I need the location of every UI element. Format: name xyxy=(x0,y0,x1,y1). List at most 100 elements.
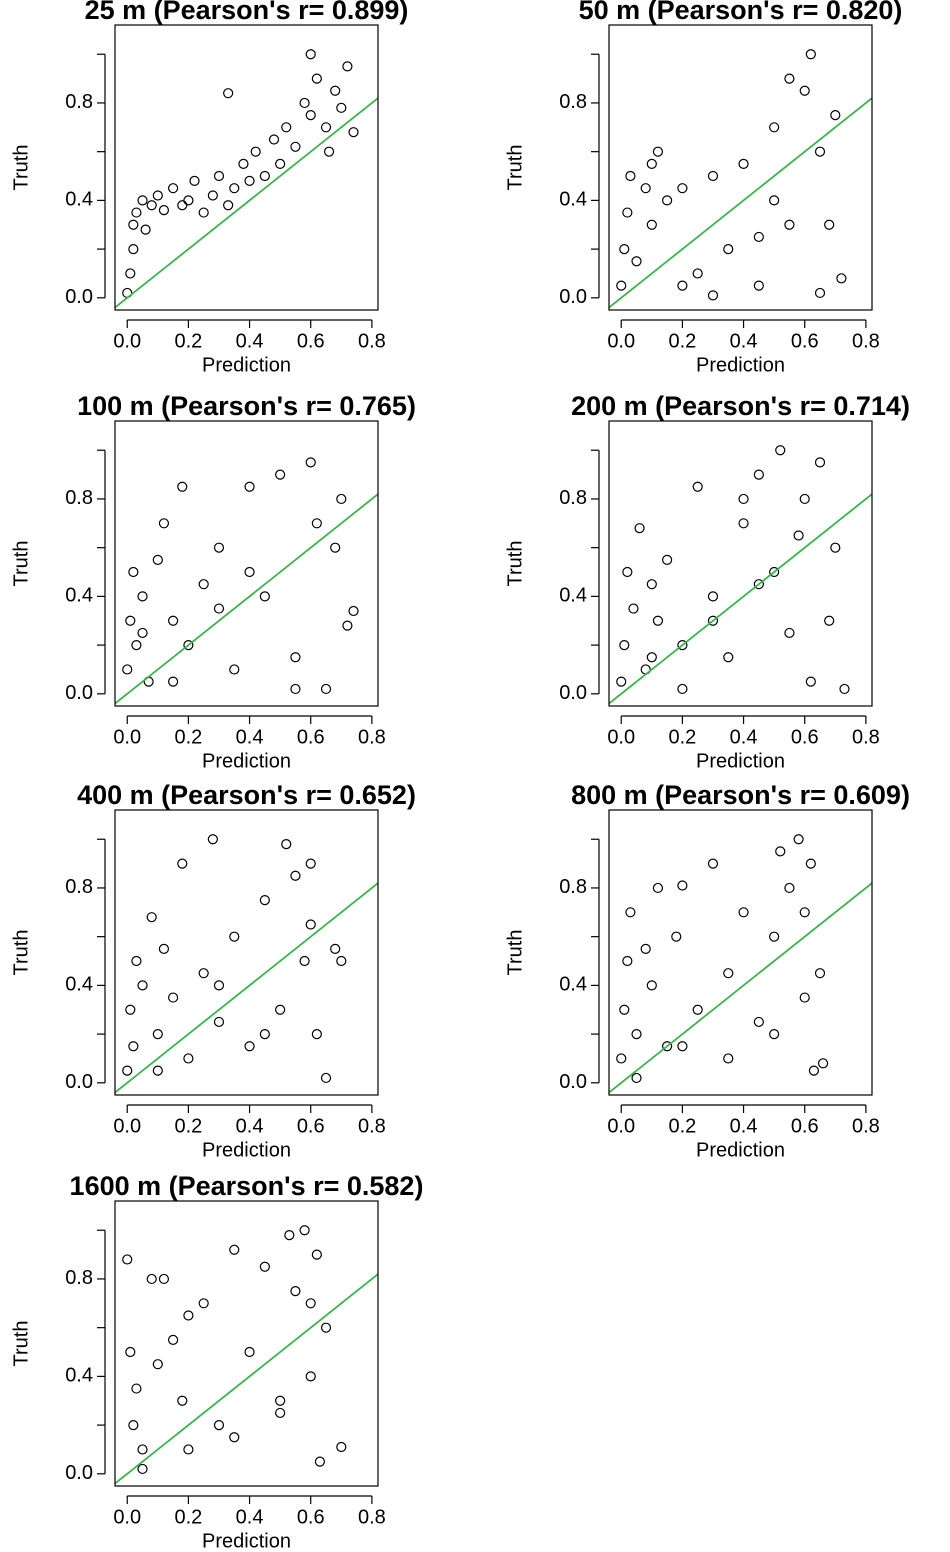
point xyxy=(275,1395,286,1406)
point xyxy=(769,195,780,206)
point xyxy=(250,146,261,157)
panel-title: 25 m (Pearson's r= 0.899) xyxy=(85,0,409,25)
point xyxy=(259,591,270,602)
point xyxy=(628,603,639,614)
x-tick-label: 0.4 xyxy=(236,1506,264,1528)
y-tick-label: 0.4 xyxy=(65,974,93,996)
point xyxy=(158,205,170,216)
panel-title: 1600 m (Pearson's r= 0.582) xyxy=(70,1171,424,1201)
point xyxy=(839,683,850,695)
point xyxy=(652,146,664,157)
y-tick-label: 0.4 xyxy=(559,585,587,607)
point xyxy=(183,1444,194,1455)
point xyxy=(799,493,810,505)
point xyxy=(122,1065,133,1076)
reference-line xyxy=(609,882,872,1094)
point xyxy=(152,1029,163,1040)
point xyxy=(723,244,734,255)
point xyxy=(131,955,142,967)
point xyxy=(622,955,633,967)
y-axis-label: Truth xyxy=(10,541,32,587)
point xyxy=(223,88,234,99)
point xyxy=(305,49,316,60)
point xyxy=(622,566,633,578)
point xyxy=(631,1029,642,1040)
points xyxy=(616,445,850,695)
point xyxy=(299,955,310,967)
plot-frame xyxy=(114,809,379,1096)
points xyxy=(122,49,359,299)
point xyxy=(692,481,703,492)
point xyxy=(177,200,188,211)
point xyxy=(207,834,218,845)
y-tick-label: 0.8 xyxy=(65,876,93,898)
point xyxy=(311,518,322,529)
x-tick-label: 0.6 xyxy=(297,726,325,748)
x-tick-label: 0.0 xyxy=(607,726,635,748)
point xyxy=(128,244,139,255)
x-axis-label: Prediction xyxy=(202,1139,291,1161)
panel: 100 m (Pearson's r= 0.765) 0.0 0.2 0.4 0.6 0.… xyxy=(10,391,416,772)
point xyxy=(323,146,335,157)
point xyxy=(311,73,322,84)
point xyxy=(152,1065,163,1076)
plot-frame xyxy=(608,420,873,707)
x-tick-label: 0.8 xyxy=(852,726,880,748)
panel-title: 50 m (Pearson's r= 0.820) xyxy=(579,0,903,25)
point xyxy=(275,1004,286,1015)
point xyxy=(125,1004,136,1015)
point xyxy=(146,1273,157,1285)
point xyxy=(244,175,255,186)
point xyxy=(305,457,316,468)
point xyxy=(336,102,347,113)
y-tick-label: 0.8 xyxy=(559,91,587,113)
point xyxy=(168,676,179,687)
point xyxy=(646,219,657,230)
x-tick-label: 0.4 xyxy=(730,1115,758,1137)
y-tick-label: 0.8 xyxy=(559,876,587,898)
y-tick-label: 0.0 xyxy=(559,682,587,704)
point xyxy=(824,615,835,626)
point xyxy=(131,640,142,651)
point xyxy=(311,1249,322,1260)
point xyxy=(646,579,657,590)
reference-line xyxy=(609,493,872,705)
point xyxy=(616,280,627,291)
point xyxy=(290,141,301,152)
point xyxy=(677,640,688,651)
point xyxy=(158,518,170,529)
point xyxy=(342,61,353,72)
point xyxy=(183,640,194,651)
plot-frame xyxy=(114,420,379,707)
point xyxy=(677,1041,688,1052)
point xyxy=(229,183,240,194)
point xyxy=(275,158,286,169)
point xyxy=(290,870,301,881)
point xyxy=(814,287,826,299)
point xyxy=(152,190,163,201)
points xyxy=(122,1225,347,1475)
point xyxy=(122,664,133,675)
point xyxy=(284,1230,295,1241)
reference-line xyxy=(115,493,378,705)
point xyxy=(128,1041,139,1052)
point xyxy=(707,615,719,626)
x-tick-label: 0.0 xyxy=(113,330,141,352)
y-axis-label: Truth xyxy=(504,145,526,191)
point xyxy=(158,1273,170,1285)
reference-line-group xyxy=(115,493,378,705)
point xyxy=(769,1029,780,1040)
panel: 400 m (Pearson's r= 0.652) 0.0 0.2 0.4 0.6 0.… xyxy=(10,780,416,1161)
x-tick-label: 0.8 xyxy=(358,726,386,748)
point xyxy=(769,122,780,133)
point xyxy=(769,931,780,942)
point xyxy=(320,1322,332,1333)
point xyxy=(652,615,664,626)
point xyxy=(808,1065,819,1076)
point xyxy=(769,566,780,578)
y-tick-label: 0.8 xyxy=(65,487,93,509)
plot-frame xyxy=(608,24,873,311)
point xyxy=(223,200,234,211)
point xyxy=(677,683,688,695)
